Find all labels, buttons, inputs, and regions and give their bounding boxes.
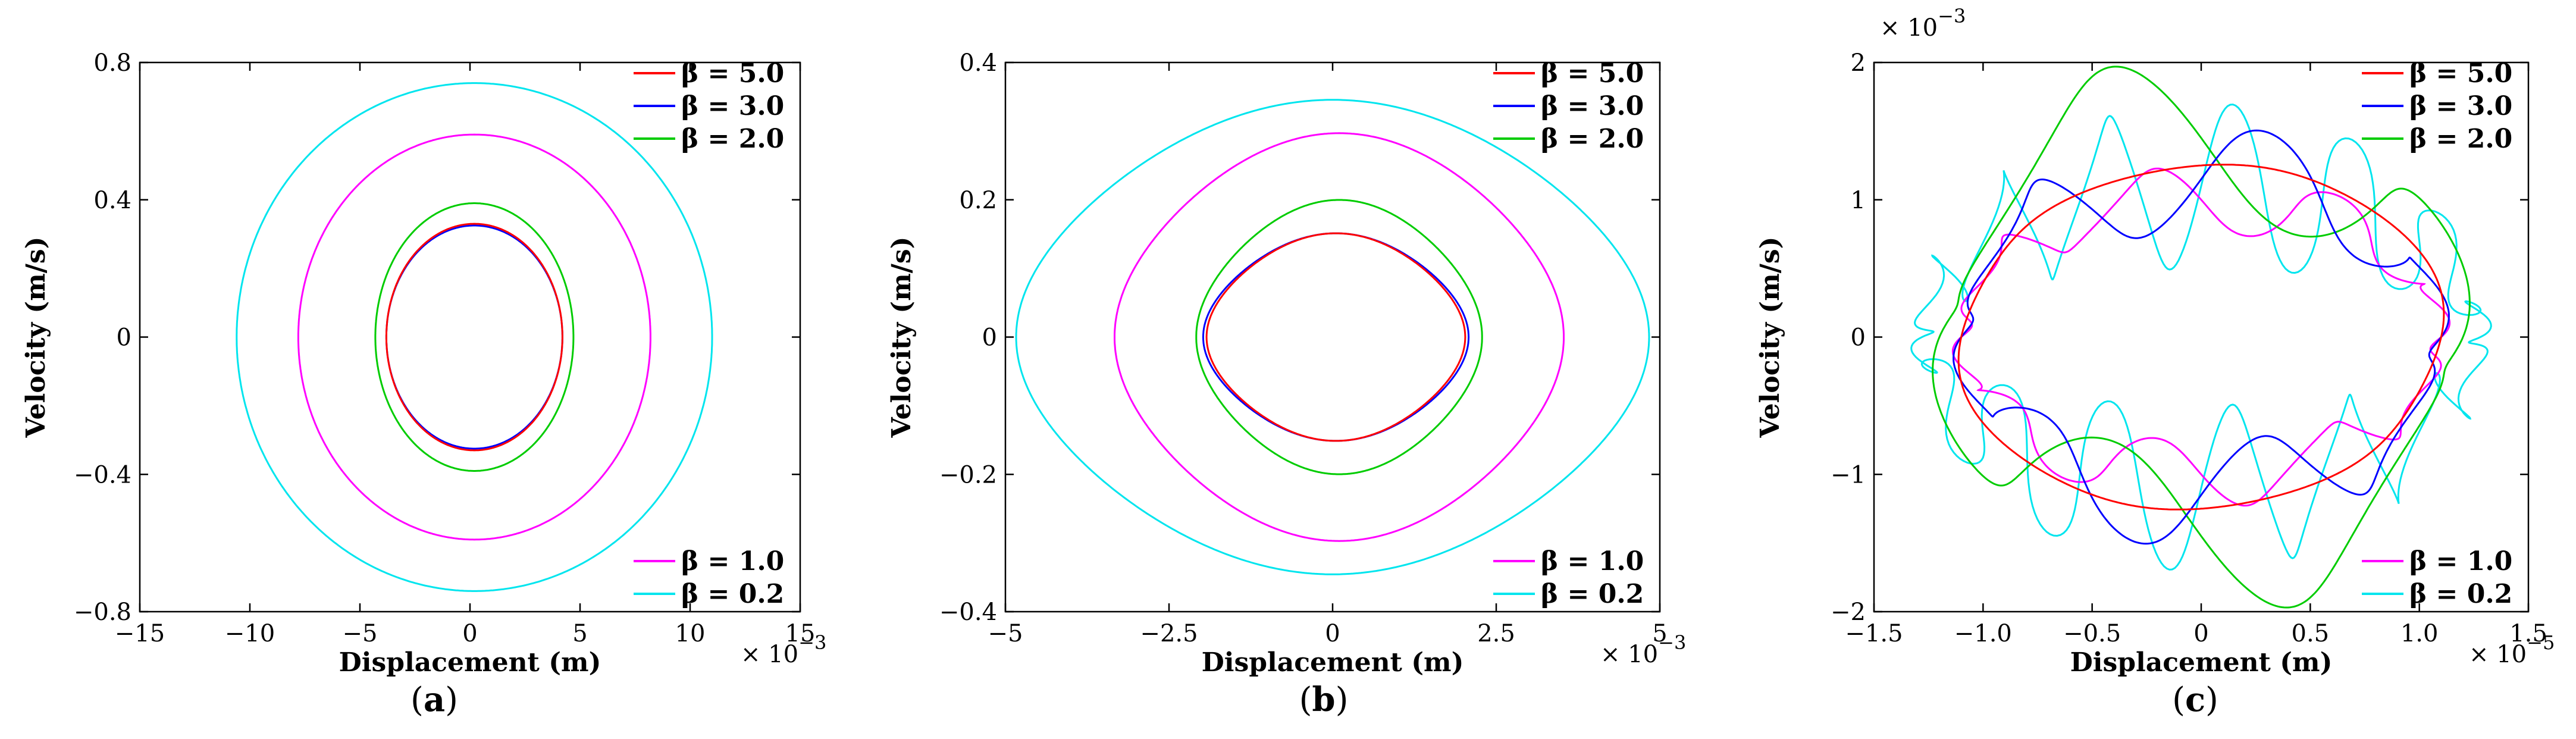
- panel-label-close: ): [1336, 681, 1349, 719]
- series-line-5.0: [1205, 232, 1466, 442]
- x-tick-label: −1.5: [1845, 620, 1903, 647]
- series-line-5.0: [1957, 164, 2445, 511]
- legend-label: β = 0.2: [1541, 579, 1644, 609]
- legend-label: β = 1.0: [681, 546, 784, 577]
- series-line-0.2: [1015, 99, 1650, 575]
- plot-area: [1910, 65, 2492, 609]
- panel-a: −15 −10 −5 0 5 10 15 −0.8 −0.4 0 0.4 0.8 Displacemen…: [21, 49, 826, 719]
- x-tick-label: 1.5: [2509, 620, 2547, 647]
- x-tick-label: 0: [2193, 620, 2208, 647]
- x-tick-label: 0.5: [2292, 620, 2330, 647]
- legend-label: β = 2.0: [1541, 124, 1644, 154]
- x-scale-multiplier: × 10−3: [1600, 631, 1686, 668]
- panel-label-close: ): [2205, 681, 2218, 719]
- y-tick-label: 0: [117, 324, 131, 352]
- panel-label-letter: c: [2185, 680, 2205, 719]
- y-tick-label: −0.4: [74, 461, 131, 489]
- x-axis-label: Displacement (m): [1202, 647, 1464, 678]
- x-tick-label: −15: [115, 620, 165, 647]
- y-tick-label: −2: [1831, 599, 1866, 626]
- series-line-2.0: [374, 202, 575, 472]
- x-axis-label: Displacement (m): [339, 647, 601, 678]
- series-line-3.0: [385, 224, 563, 450]
- series-line-3.0: [1202, 232, 1470, 442]
- y-tick-label: 0.8: [93, 49, 131, 77]
- y-tick-label: 0.4: [93, 187, 131, 214]
- y-tick-label: 1: [1851, 187, 1866, 214]
- x-tick-label: −10: [225, 620, 275, 647]
- x-tick-label: 0: [462, 620, 477, 647]
- panel-label: (c): [2172, 680, 2218, 719]
- x-scale-multiplier: × 10−5: [2469, 631, 2555, 668]
- legend-label: β = 0.2: [681, 579, 784, 609]
- series-line-0.2: [236, 82, 713, 592]
- legend-label: β = 5.0: [681, 58, 784, 89]
- y-axis-label: Velocity (m/s): [1755, 237, 1785, 439]
- x-tick-label: 1.0: [2400, 620, 2439, 647]
- x-scale-base: × 10: [741, 641, 798, 668]
- legend-label: β = 1.0: [1541, 546, 1644, 577]
- plot-area: [1015, 99, 1650, 575]
- x-scale-base: × 10: [2469, 641, 2527, 668]
- legend-label: β = 2.0: [681, 124, 784, 154]
- legend-label: β = 5.0: [2409, 58, 2512, 89]
- panel-b: −5 −2.5 0 2.5 5 −0.4 −0.2 0 0.2 0.4 Displacement (…: [886, 49, 1686, 719]
- panel-label-letter: a: [424, 680, 445, 719]
- plot-area: [236, 82, 713, 592]
- x-tick-label: −2.5: [1140, 620, 1198, 647]
- panel-c: −1.5 −1.0 −0.5 0 0.5 1.0 1.5 −2 −1 0 1 2 Displacemen…: [1755, 5, 2555, 719]
- y-tick-label: 0.2: [959, 187, 997, 214]
- panel-label-open: (: [1299, 681, 1312, 719]
- y-tick-label: −1: [1831, 461, 1866, 489]
- x-tick-label: 5: [1652, 620, 1667, 647]
- panel-label: (b): [1299, 680, 1349, 719]
- x-scale-base: × 10: [1600, 641, 1658, 668]
- y-scale-multiplier: × 10−3: [1880, 5, 1966, 42]
- y-scale-base: × 10: [1880, 14, 1938, 42]
- series-line-0.2: [1910, 104, 2492, 571]
- x-tick-label: −5: [988, 620, 1023, 647]
- x-tick-label: 10: [675, 620, 706, 647]
- x-tick-label: −0.5: [2063, 620, 2121, 647]
- x-scale-exponent: −5: [2527, 631, 2555, 654]
- legend-label: β = 3.0: [1541, 91, 1644, 121]
- x-scale-multiplier: × 10−3: [741, 631, 826, 668]
- y-axis-label: Velocity (m/s): [21, 237, 51, 439]
- panel-label-letter: b: [1312, 680, 1335, 719]
- y-tick-label: 0.4: [959, 49, 997, 77]
- y-tick-label: −0.4: [939, 599, 997, 626]
- series-line-5.0: [385, 223, 563, 452]
- legend-label: β = 5.0: [1541, 58, 1644, 89]
- x-tick-label: 0: [1325, 620, 1340, 647]
- legend-label: β = 3.0: [681, 91, 784, 121]
- panel-label-open: (: [410, 681, 424, 719]
- panel-label: (a): [410, 680, 458, 719]
- y-axis-label: Velocity (m/s): [886, 237, 917, 439]
- x-tick-label: −5: [343, 620, 378, 647]
- panel-label-open: (: [2172, 681, 2185, 719]
- y-tick-label: −0.8: [74, 599, 131, 626]
- y-tick-label: 0: [1851, 324, 1866, 352]
- legend-label: β = 2.0: [2409, 124, 2512, 154]
- x-scale-exponent: −3: [798, 631, 826, 654]
- y-tick-label: 0: [982, 324, 997, 352]
- legend-label: β = 1.0: [2409, 546, 2512, 577]
- series-line-1.0: [297, 133, 651, 541]
- y-tick-label: −0.2: [939, 461, 997, 489]
- series-line-2.0: [1932, 65, 2471, 609]
- legend-label: β = 3.0: [2409, 91, 2512, 121]
- panel-label-close: ): [445, 681, 458, 719]
- x-tick-label: −1.0: [1954, 620, 2012, 647]
- x-tick-label: 2.5: [1477, 620, 1515, 647]
- x-tick-label: 5: [572, 620, 587, 647]
- x-tick-label: 15: [785, 620, 816, 647]
- x-scale-exponent: −3: [1658, 631, 1686, 654]
- y-tick-label: 2: [1851, 49, 1866, 77]
- legend-label: β = 0.2: [2409, 579, 2512, 609]
- y-scale-exponent: −3: [1938, 5, 1966, 27]
- x-axis-label: Displacement (m): [2070, 647, 2333, 678]
- series-line-1.0: [1114, 132, 1565, 542]
- series-line-2.0: [1195, 199, 1483, 475]
